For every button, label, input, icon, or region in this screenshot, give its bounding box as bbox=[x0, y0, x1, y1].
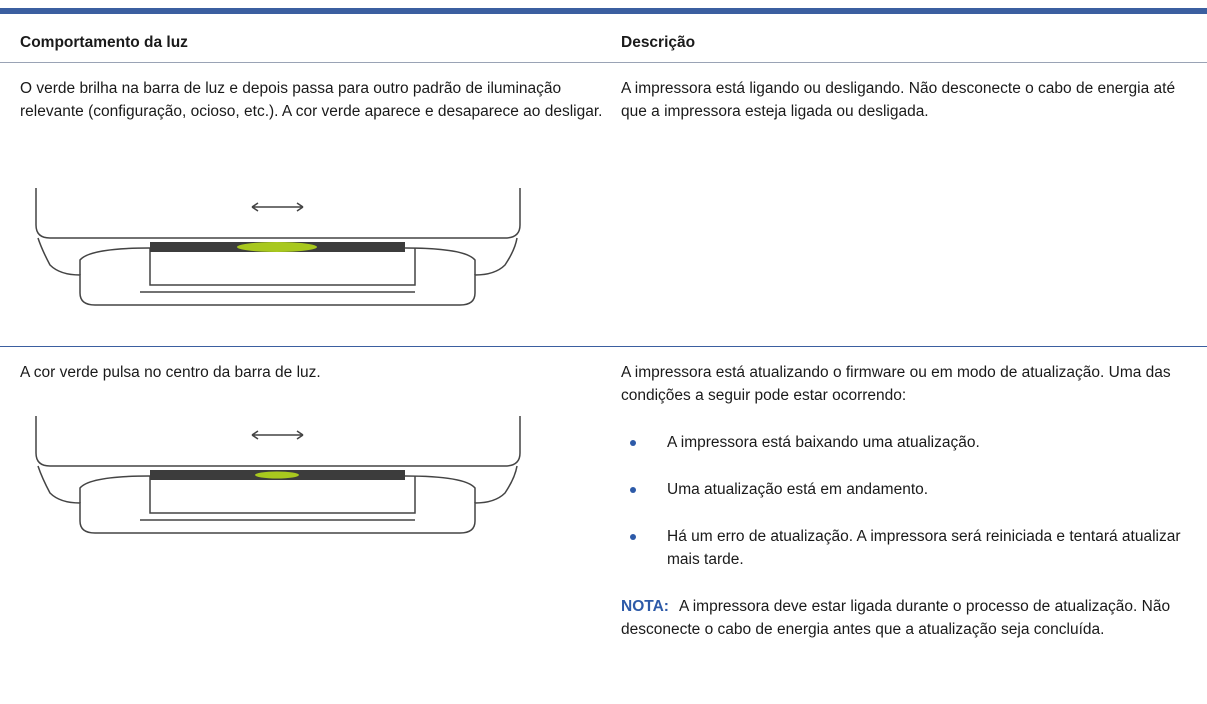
printer-illustration bbox=[35, 416, 521, 534]
behavior-text: O verde brilha na barra de luz e depois … bbox=[20, 80, 603, 120]
row-rule bbox=[0, 346, 1207, 347]
green-light bbox=[237, 242, 317, 252]
column-header: Comportamento da luz bbox=[20, 34, 188, 51]
column-header: Descrição bbox=[621, 34, 696, 51]
bullet-list: A impressora está baixando uma atualizaç… bbox=[621, 431, 1181, 571]
bullet-item: Há um erro de atualização. A impressora … bbox=[621, 525, 1181, 571]
note: NOTA: A impressora deve estar ligada dura… bbox=[621, 595, 1181, 641]
top-bar bbox=[0, 8, 1207, 14]
bullet-item: A impressora está baixando uma atualizaç… bbox=[621, 431, 1181, 454]
description-block: A impressora está atualizando o firmware… bbox=[621, 361, 1181, 641]
description-text: A impressora está atualizando o firmware… bbox=[621, 364, 1171, 404]
behavior-text: A cor verde pulsa no centro da barra de … bbox=[20, 364, 321, 381]
note-text: A impressora deve estar ligada durante o… bbox=[621, 598, 1171, 638]
green-light bbox=[255, 471, 299, 479]
bullet-item: Uma atualização está em andamento. bbox=[621, 478, 1181, 501]
note-label: NOTA: bbox=[621, 598, 669, 615]
header-rule bbox=[0, 62, 1207, 63]
description-text: A impressora está ligando ou desligando.… bbox=[621, 80, 1176, 120]
printer-illustration bbox=[35, 188, 521, 306]
